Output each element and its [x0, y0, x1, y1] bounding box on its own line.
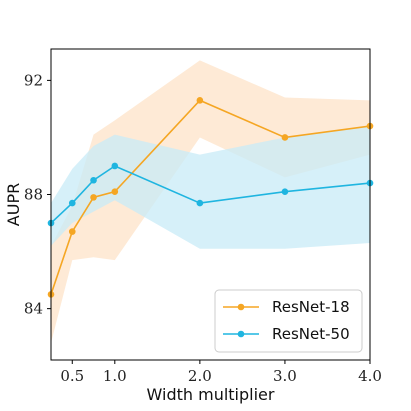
resnet-50-point	[90, 176, 97, 184]
y-tick-label: 92	[24, 71, 43, 89]
resnet-50-point	[68, 199, 76, 207]
resnet-18-band	[51, 60, 370, 343]
x-tick-label: 4.0	[358, 367, 382, 385]
series-points	[47, 97, 374, 298]
y-axis-label: AUPR	[4, 183, 23, 226]
y-tick-label: 88	[24, 186, 43, 204]
resnet-18-legend-label: ResNet-18	[272, 298, 350, 316]
resnet-50-point	[281, 188, 289, 195]
x-tick-label: 2.0	[188, 367, 212, 385]
confidence-bands	[51, 60, 370, 343]
resnet-50-point	[196, 199, 204, 207]
resnet-18-legend-marker	[237, 303, 245, 311]
legend-box	[214, 289, 363, 353]
legend: ResNet-18 ResNet-50	[214, 289, 363, 353]
y-tick-label: 84	[24, 300, 43, 318]
x-tick-label: 0.5	[60, 367, 84, 385]
x-tick-label: 1.0	[103, 367, 127, 385]
x-axis-label: Width multiplier	[147, 385, 275, 404]
resnet-18-point	[68, 228, 76, 235]
resnet-18-point	[90, 194, 97, 201]
y-axis-ticks: 84 88 92	[24, 71, 51, 318]
resnet-18-point	[281, 134, 289, 141]
resnet-50-band	[51, 126, 370, 249]
resnet-50-point	[111, 162, 119, 170]
x-tick-label: 3.0	[273, 367, 297, 385]
resnet-18-point	[196, 97, 204, 104]
resnet-50-legend-label: ResNet-50	[272, 325, 350, 343]
resnet-50-legend-marker	[237, 330, 245, 338]
plot-frame	[50, 48, 371, 361]
resnet-18-point	[111, 188, 119, 195]
x-axis-ticks: 0.5 1.0 2.0 3.0 4.0	[60, 360, 382, 385]
